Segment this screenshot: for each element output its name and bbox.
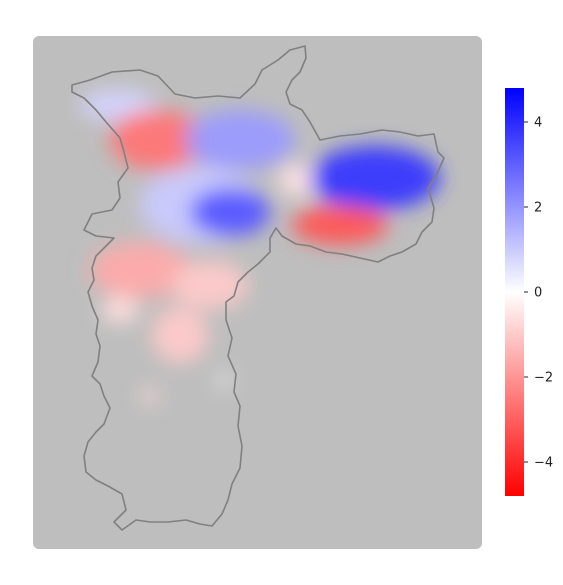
value-blob bbox=[90, 242, 190, 298]
value-blob bbox=[172, 261, 248, 309]
value-blob bbox=[185, 110, 295, 170]
colorbar-tick-label: −4 bbox=[534, 456, 553, 471]
colorbar-tick-label: −2 bbox=[534, 371, 553, 386]
value-blob bbox=[152, 307, 208, 363]
colorbar: 4 2 0 −2 −4 bbox=[505, 88, 553, 496]
colorbar-gradient bbox=[505, 88, 524, 496]
value-blob bbox=[141, 389, 159, 403]
value-blob bbox=[310, 146, 440, 210]
value-blob bbox=[110, 110, 206, 170]
value-blob bbox=[278, 164, 322, 196]
value-blob bbox=[190, 188, 270, 236]
city-boundary bbox=[71, 45, 445, 531]
colorbar-tick-label: 4 bbox=[534, 116, 542, 131]
colorbar-ticks: 4 2 0 −2 −4 bbox=[524, 116, 553, 471]
colorbar-tick-label: 2 bbox=[534, 201, 542, 216]
value-blob bbox=[102, 296, 138, 324]
value-blob bbox=[218, 374, 230, 386]
value-blob bbox=[292, 205, 388, 245]
value-field bbox=[80, 89, 440, 403]
colorbar-tick-label: 0 bbox=[534, 286, 542, 301]
